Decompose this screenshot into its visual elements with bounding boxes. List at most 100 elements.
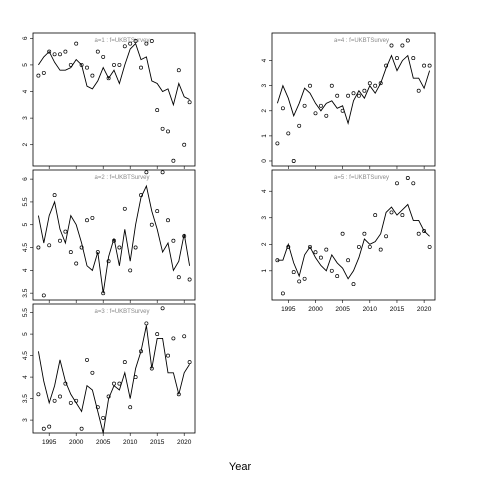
panel-a1-observed-point — [41, 70, 46, 75]
panel-a1-observed-point — [176, 68, 181, 73]
panel-a1-observed-point — [139, 65, 143, 70]
panel-a2-observed-point — [128, 268, 133, 273]
panel-a4-observed-point — [291, 159, 296, 163]
panel-a5-observed-point — [367, 244, 372, 249]
panel-a1-observed-point — [58, 52, 62, 57]
panel-a2-observed-point — [90, 215, 95, 220]
y-tick-label: 2 — [261, 242, 268, 246]
panel-a1-observed-point — [149, 39, 154, 43]
panel-a2-observed-point — [95, 250, 100, 255]
panel-a4-observed-point — [308, 83, 312, 88]
panel-a3-observed-point — [133, 375, 138, 380]
panel-a3-observed-point — [155, 332, 160, 337]
y-tick-label: 6 — [22, 177, 29, 181]
panel-a5-observed-point — [308, 244, 312, 249]
panel-a3-observed-point — [101, 415, 106, 420]
panel-a4-observed-point — [335, 93, 340, 98]
panel-a1-observed-point — [133, 39, 138, 43]
panel-a1-observed-point — [68, 62, 73, 67]
panel-a4-observed-point — [351, 91, 356, 96]
panel-a4-observed-point — [389, 43, 394, 48]
panel-a4: a=4 : f=UKBTSurvey 0 1 2 3 4 — [261, 32, 436, 169]
panel-a1-observed-point — [85, 65, 89, 70]
panel-a4-observed-point — [422, 63, 427, 68]
panel-a1-observed-point — [128, 41, 133, 46]
x-tick-label: 2005 — [335, 306, 350, 313]
panel-a2-observed-point — [149, 222, 154, 227]
panel-a4-observed-point — [367, 81, 372, 86]
panel-a2-observed-point — [155, 209, 160, 214]
y-tick-label: 3 — [261, 216, 268, 220]
panel-a3-observed-point — [128, 405, 133, 410]
y-tick-label: 5 — [22, 63, 29, 67]
panel-a2-observed-point — [133, 245, 138, 250]
panel-a3-frame — [32, 303, 196, 434]
panel-a1-observed-point — [187, 100, 192, 105]
panel-a5-observed-point — [395, 181, 399, 186]
panel-a5: a=5 : f=UKBTSurvey 1 2 3 4 1995 2000 2005 2010 20… — [261, 169, 436, 313]
panel-a2-observed-point — [176, 275, 181, 280]
panel-a5-observed-point — [346, 258, 351, 263]
panel-a1-frame — [32, 32, 196, 167]
panel-a5-observed-point — [335, 274, 340, 279]
panel-a5-fitted-line — [277, 203, 430, 280]
y-tick-label: 4 — [22, 375, 29, 379]
panel-a2-observed-point — [117, 245, 122, 250]
panel-a4-observed-point — [313, 111, 318, 116]
panel-a2-observed-point — [122, 206, 127, 211]
panel-a3-observed-point — [47, 424, 52, 429]
y-tick-label: 5.5 — [22, 197, 29, 206]
y-tick-label: 3 — [22, 116, 29, 120]
y-tick-label: 1 — [261, 134, 268, 138]
panel-a5-observed-point — [280, 291, 285, 296]
panel-a5-observed-point — [427, 244, 432, 249]
panel-a5-observed-point — [422, 229, 427, 233]
panel-a2-observed-point — [68, 250, 73, 255]
panel-a4-observed-point — [346, 93, 351, 98]
x-tick-label: 1995 — [281, 306, 296, 313]
x-tick-label: 2000 — [308, 306, 323, 313]
panel-a3-observed-point — [68, 400, 73, 405]
panel-a3-observed-point — [74, 398, 79, 403]
y-tick-label: 4.5 — [22, 243, 29, 252]
panel-a1-observed-point — [155, 108, 160, 113]
panel-a1-observed-point — [171, 158, 176, 163]
panel-a2-observed-point — [63, 229, 68, 234]
panel-a2-title: a=2 : f=UKBTSurvey — [94, 175, 149, 181]
panel-a3-observed-point — [187, 360, 192, 365]
panel-a5-observed-point — [329, 268, 334, 273]
panel-a2-observed-point — [58, 238, 62, 243]
panel-a5-title: a=5 : f=UKBTSurvey — [334, 175, 389, 181]
panel-a5-observed-point — [313, 250, 318, 255]
panel-a3-observed-point — [41, 426, 46, 431]
panel-a5-observed-point — [405, 176, 410, 180]
panel-a2-observed-point — [139, 193, 143, 198]
panel-a1: a=1 : f=UKBTSurvey 2 3 4 5 6 — [22, 32, 196, 169]
panel-a4-observed-point — [324, 113, 329, 118]
panel-a1-observed-point — [74, 41, 79, 46]
panel-a4-observed-point — [378, 81, 383, 86]
panel-a2-observed-point — [52, 193, 57, 198]
y-tick-label: 2 — [22, 143, 29, 147]
panel-a3-observed-point — [122, 360, 127, 365]
panel-a5-observed-point — [373, 213, 378, 218]
panel-a3-observed-point — [85, 357, 89, 362]
panel-a4-frame — [271, 32, 436, 167]
panel-a3-observed-point — [63, 381, 68, 386]
panel-a3-observed-point — [79, 426, 84, 431]
panel-a5-observed-point — [340, 231, 345, 236]
panel-a5-observed-point — [318, 255, 323, 260]
panel-a2-observed-point — [101, 291, 106, 296]
x-tick-label: 2010 — [123, 439, 138, 446]
panel-a2-observed-point — [160, 170, 165, 175]
panel-a2-observed-point — [144, 170, 149, 175]
panel-a5-observed-point — [389, 210, 394, 215]
panel-a2-observed-point — [47, 243, 52, 248]
panel-a2-observed-point — [36, 245, 41, 250]
y-tick-label: 3 — [261, 84, 268, 88]
y-tick-label: 4 — [22, 268, 29, 272]
panel-a5-observed-point — [302, 276, 307, 281]
panel-a4-observed-point — [302, 103, 307, 108]
x-tick-label: 2010 — [363, 306, 378, 313]
